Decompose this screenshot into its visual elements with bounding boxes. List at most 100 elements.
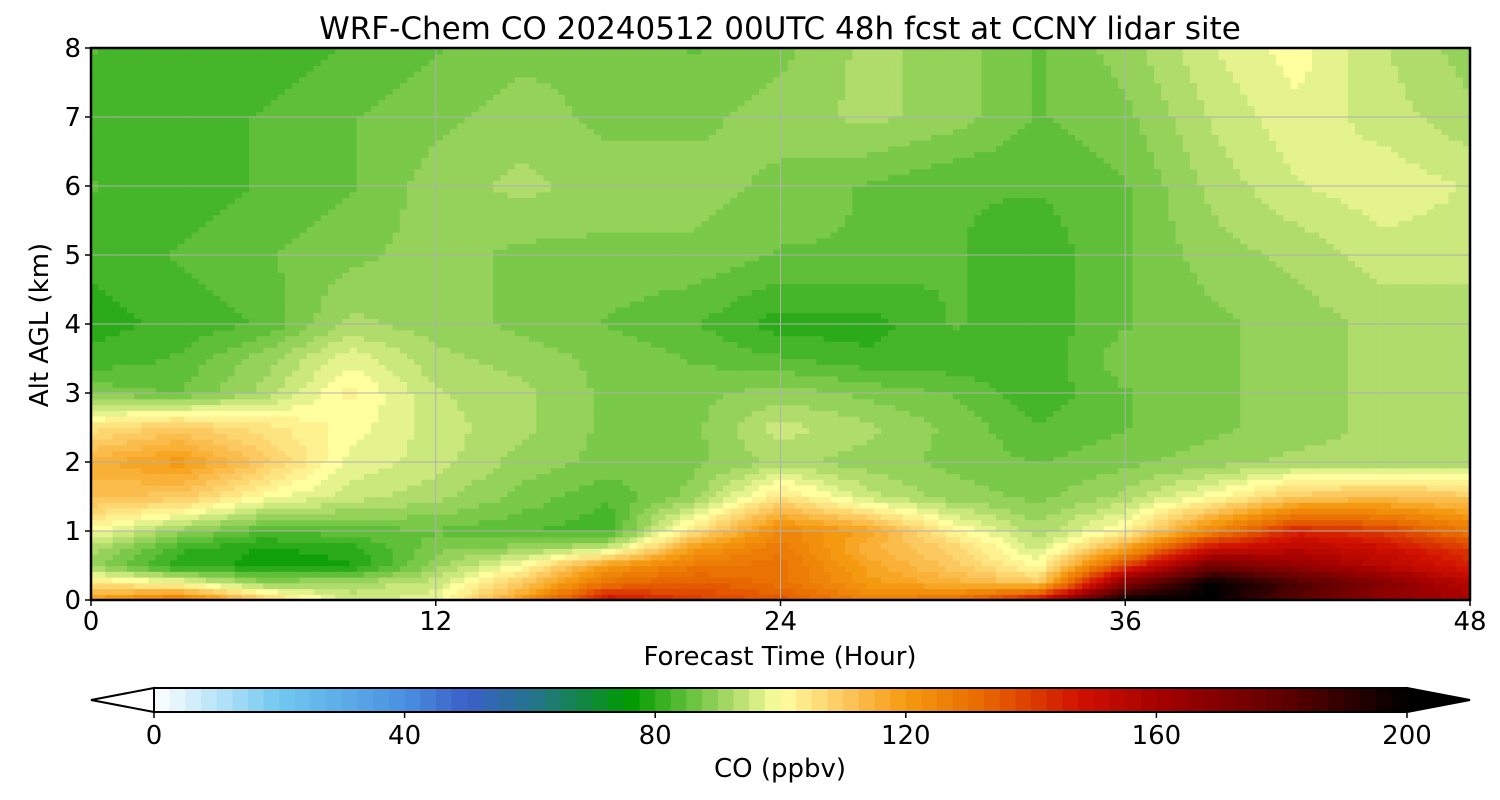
contour-cell	[859, 496, 868, 503]
contour-cell	[902, 513, 911, 521]
contour-cell	[1074, 502, 1083, 509]
contour-cell	[1261, 519, 1270, 526]
contour-cell	[701, 502, 710, 509]
contour-cell	[845, 565, 853, 572]
contour-cell	[1247, 485, 1256, 492]
contour-cell	[457, 565, 466, 572]
contour-cell	[414, 588, 422, 595]
contour-cell	[945, 582, 954, 590]
contour-cell	[105, 519, 114, 526]
contour-cell	[442, 462, 451, 469]
contour-cell	[249, 571, 257, 578]
contour-cell	[335, 548, 343, 555]
contour-cell	[220, 513, 229, 521]
contour-cell	[1261, 462, 1270, 469]
contour-cell	[744, 490, 753, 498]
contour-cell	[1304, 467, 1313, 475]
contour-cell	[1311, 456, 1320, 463]
contour-cell	[1010, 565, 1019, 572]
contour-cell	[873, 508, 882, 515]
contour-cell	[471, 571, 480, 578]
contour-cell	[809, 542, 818, 549]
contour-cell	[744, 462, 753, 469]
contour-cell	[1039, 490, 1047, 498]
contour-cell	[586, 456, 595, 463]
contour-cell	[1240, 502, 1248, 509]
contour-cell	[952, 479, 961, 486]
contour-cell	[1017, 554, 1026, 561]
contour-cell	[1225, 450, 1234, 457]
contour-cell	[478, 473, 487, 480]
contour-cell	[407, 548, 415, 555]
contour-cell	[1383, 496, 1392, 503]
contour-cell	[1046, 519, 1055, 526]
contour-cell	[1031, 490, 1040, 498]
contour-cell	[593, 582, 602, 590]
contour-cell	[126, 559, 135, 567]
contour-cell	[672, 548, 681, 555]
contour-cell	[1390, 571, 1399, 578]
contour-cell	[529, 467, 537, 475]
contour-cell	[1182, 479, 1191, 486]
contour-cell	[1182, 467, 1191, 475]
contour-cell	[1355, 525, 1363, 532]
contour-cell	[1017, 519, 1026, 526]
contour-cell	[679, 513, 688, 521]
contour-cell	[1153, 588, 1162, 595]
contour-cell	[572, 456, 580, 463]
contour-cell	[1060, 508, 1069, 515]
contour-cell	[1398, 594, 1406, 600]
contour-cell	[363, 462, 372, 469]
contour-cell	[758, 456, 767, 463]
contour-cell	[385, 467, 394, 475]
contour-cell	[112, 565, 121, 572]
contour-cell	[435, 502, 444, 509]
contour-cell	[270, 559, 279, 567]
contour-cell	[299, 513, 308, 521]
contour-cell	[780, 582, 789, 590]
contour-cell	[1297, 582, 1306, 590]
contour-cell	[320, 536, 329, 544]
contour-cell	[1441, 548, 1450, 555]
contour-cell	[1211, 571, 1220, 578]
contour-cell	[845, 479, 853, 486]
contour-cell	[852, 536, 861, 544]
contour-cell	[981, 525, 990, 532]
contour-cell	[1254, 473, 1263, 480]
contour-cell	[593, 462, 602, 469]
contour-cell	[399, 554, 408, 561]
contour-cell	[1398, 456, 1406, 463]
contour-cell	[773, 542, 782, 549]
contour-cell	[658, 577, 667, 584]
contour-cell	[1254, 582, 1263, 590]
contour-cell	[859, 450, 868, 457]
contour-cell	[521, 496, 530, 503]
contour-cell	[414, 559, 422, 567]
contour-cell	[1082, 588, 1090, 595]
contour-cell	[529, 554, 537, 561]
contour-cell	[866, 473, 875, 480]
contour-cell	[507, 519, 516, 526]
contour-cell	[155, 508, 164, 515]
contour-cell	[708, 577, 717, 584]
contour-cell	[428, 548, 437, 555]
contour-cell	[565, 502, 573, 509]
contour-cell	[1211, 542, 1220, 549]
contour-cell	[1010, 513, 1019, 521]
contour-cell	[902, 559, 911, 567]
contour-cell	[500, 525, 509, 532]
contour-cell	[1039, 508, 1047, 515]
contour-cell	[701, 588, 710, 595]
contour-cell	[392, 582, 401, 590]
contour-cell	[292, 525, 300, 532]
contour-cell	[967, 450, 976, 457]
contour-cell	[191, 588, 200, 595]
contour-cell	[91, 513, 99, 521]
contour-cell	[98, 519, 106, 526]
contour-cell	[256, 571, 264, 578]
contour-cell	[464, 582, 473, 590]
contour-cell	[385, 554, 394, 561]
contour-cell	[320, 525, 329, 532]
contour-cell	[1412, 490, 1421, 498]
contour-cell	[1383, 577, 1392, 584]
